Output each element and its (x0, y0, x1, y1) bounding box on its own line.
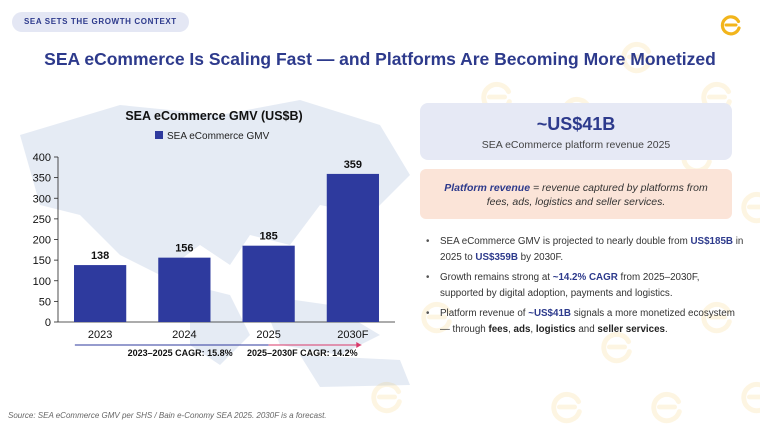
y-tick-label: 100 (33, 276, 51, 288)
y-tick-label: 50 (39, 296, 51, 308)
data-label: 359 (344, 159, 362, 171)
watermark-logo-icon (371, 381, 402, 414)
cagr-annotation: 2023–2025 CAGR: 15.8% (128, 348, 233, 358)
bullet-emphasis: ads (513, 324, 531, 335)
arrow-head-icon (356, 342, 362, 348)
cagr-annotation: 2025–2030F CAGR: 14.2% (247, 348, 358, 358)
stat-label: SEA eCommerce platform revenue 2025 (481, 139, 671, 151)
bullet-text: , (530, 324, 536, 335)
list-item: Growth remains strong at ~14.2% CAGR fro… (426, 270, 744, 302)
brand-logo-icon (720, 15, 741, 36)
legend-label: SEA eCommerce GMV (167, 131, 270, 142)
chart-title: SEA eCommerce GMV (US$B) (125, 109, 302, 123)
x-tick-label: 2024 (172, 329, 196, 341)
definition-box: Platform revenue = revenue captured by p… (420, 169, 732, 219)
watermark-logo-icon (741, 381, 760, 414)
definition-term: Platform revenue (444, 182, 531, 194)
watermark-logo-icon (651, 391, 682, 424)
watermark-logo-icon (741, 191, 760, 224)
bullet-highlight: US$185B (690, 236, 733, 247)
bullet-text: Growth remains strong at (440, 272, 553, 283)
bar (326, 173, 379, 322)
bullet-text: SEA eCommerce GMV is projected to nearly… (440, 236, 691, 247)
bullet-highlight: ~14.2% CAGR (552, 272, 618, 283)
definition-text: = revenue captured by platforms from fee… (486, 182, 708, 208)
x-tick-label: 2030F (337, 329, 368, 341)
y-tick-label: 400 (33, 152, 51, 164)
data-label: 185 (259, 231, 277, 243)
bullet-text: . (664, 324, 668, 335)
bullet-text: by 2030F. (517, 252, 564, 263)
bullet-text: and (575, 324, 598, 335)
y-tick-label: 0 (45, 317, 51, 329)
source-note: Source: SEA eCommerce GMV per SHS / Bain… (8, 411, 327, 420)
legend-swatch (155, 131, 163, 139)
bullet-text: in 2025 to (440, 236, 744, 263)
gmv-bar-chart: SEA eCommerce GMV (US$B) SEA eCommerce G… (33, 109, 395, 358)
list-item: SEA eCommerce GMV is projected to nearly… (426, 234, 744, 266)
data-label: 138 (91, 250, 109, 262)
page-title: SEA eCommerce Is Scaling Fast — and Plat… (44, 49, 716, 69)
bar (242, 245, 295, 322)
watermark-logo-icon (551, 391, 582, 424)
bullet-text: from 2025–2030F, supported by digital ad… (440, 272, 700, 299)
list-item: Platform revenue of ~US$41B signals a mo… (426, 306, 744, 338)
bullet-text: Platform revenue of (440, 308, 529, 319)
key-points-list: SEA eCommerce GMV is projected to nearly… (426, 234, 744, 342)
bullet-highlight: ~US$41B (528, 308, 571, 319)
bullet-highlight: US$359B (475, 252, 518, 263)
bullet-emphasis: logistics (535, 324, 576, 335)
bullet-text: , (508, 324, 514, 335)
stat-value: ~US$41B (536, 114, 616, 134)
bullet-emphasis: seller services (597, 324, 665, 335)
data-label: 156 (175, 243, 193, 255)
y-tick-label: 200 (33, 235, 51, 247)
bullet-emphasis: fees (488, 324, 509, 335)
y-tick-label: 300 (33, 193, 51, 205)
platform-revenue-stat-card: ~US$41B SEA eCommerce platform revenue 2… (420, 103, 732, 160)
bullet-text: signals a more monetized ecosystem — thr… (440, 308, 735, 335)
x-tick-label: 2025 (256, 329, 280, 341)
y-tick-label: 350 (33, 173, 51, 185)
x-tick-label: 2023 (88, 329, 112, 341)
bar (74, 265, 127, 322)
section-badge: SEA SETS THE GROWTH CONTEXT (12, 12, 189, 32)
y-tick-label: 150 (33, 255, 51, 267)
y-tick-label: 250 (33, 214, 51, 226)
bar (158, 257, 211, 322)
